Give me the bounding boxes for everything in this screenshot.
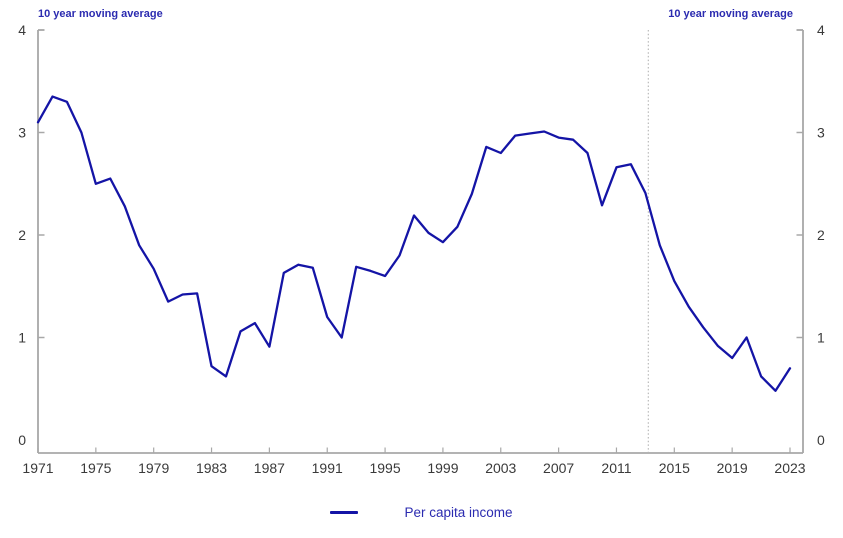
moving-average-label-right: 10 year moving average (668, 8, 793, 20)
y-tick-label-right: 3 (817, 125, 825, 141)
x-tick-label: 1995 (369, 460, 400, 476)
x-tick-label: 2019 (717, 460, 748, 476)
x-tick-label: 2015 (659, 460, 690, 476)
y-tick-label-left: 2 (18, 227, 26, 243)
x-tick-label: 1979 (138, 460, 169, 476)
x-tick-label: 1991 (312, 460, 343, 476)
y-tick-label-left: 3 (18, 125, 26, 141)
y-tick-label-left: 0 (18, 432, 26, 448)
x-tick-label: 2007 (543, 460, 574, 476)
legend-label: Per capita income (404, 504, 513, 520)
x-tick-label: 2003 (485, 460, 516, 476)
x-tick-label: 1983 (196, 460, 227, 476)
y-tick-label-left: 1 (18, 330, 26, 346)
y-tick-label-right: 2 (817, 227, 825, 243)
y-tick-label-right: 1 (817, 330, 825, 346)
per-capita-income-line (36, 95, 792, 392)
y-tick-label-right: 0 (817, 432, 825, 448)
x-tick-label: 1987 (254, 460, 285, 476)
x-tick-label: 1971 (22, 460, 53, 476)
y-tick-label-right: 4 (817, 22, 825, 38)
x-tick-label: 2011 (601, 460, 631, 476)
moving-average-label-left: 10 year moving average (38, 8, 163, 20)
x-tick-label: 1999 (427, 460, 458, 476)
y-tick-label-left: 4 (18, 22, 26, 38)
legend-line-sample (330, 510, 359, 514)
x-tick-label: 2023 (774, 460, 805, 476)
x-tick-label: 1975 (80, 460, 111, 476)
legend: Per capita income (0, 500, 843, 524)
per-capita-income-line-chart: 0 0 1 1 2 2 3 3 4 4 1971 1975 1979 1983 1987 1991 1995 19… (18, 22, 825, 476)
